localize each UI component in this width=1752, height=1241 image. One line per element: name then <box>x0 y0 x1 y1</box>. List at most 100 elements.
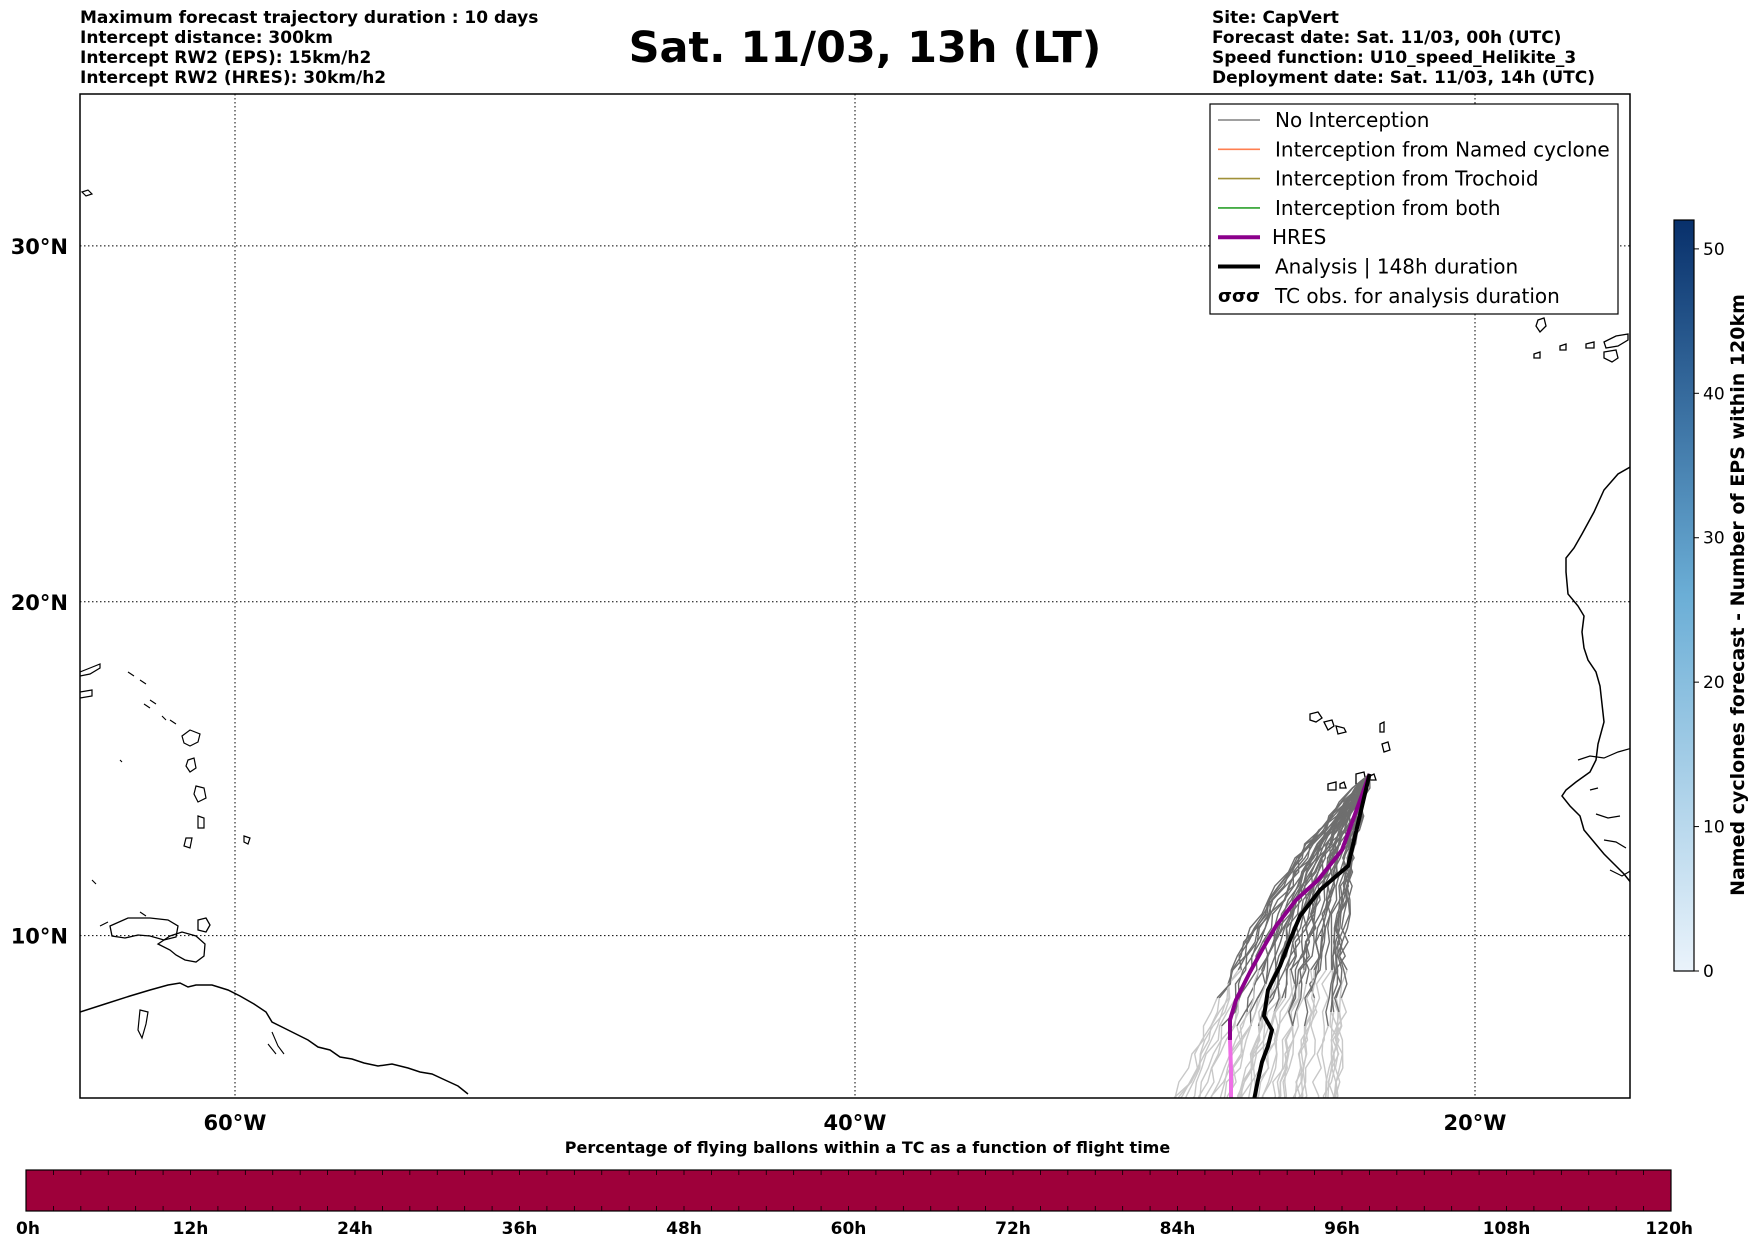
timebar-tick-label: 72h <box>995 1219 1031 1239</box>
lon-tick-label: 20°W <box>1444 1111 1507 1135</box>
eps-trajectory-late <box>1261 969 1294 1098</box>
canary-island-palma <box>1535 317 1547 334</box>
cape-verde-fogo <box>1327 781 1337 791</box>
eps-trajectory <box>1258 773 1371 971</box>
eps-trajectory-late <box>1197 1025 1223 1098</box>
dominica-island <box>185 757 197 773</box>
hres-trajectory <box>1228 773 1372 1040</box>
eps-trajectory <box>1310 773 1371 971</box>
eps-trajectory-late <box>1300 969 1327 1098</box>
legend-label: Interception from both <box>1275 196 1501 220</box>
timebar-tick-label: 108h <box>1483 1219 1531 1239</box>
timebar-tick-label: 60h <box>831 1219 867 1239</box>
info-line-rw2-hres: Intercept RW2 (HRES): 30km/h2 <box>80 68 387 88</box>
legend-label: TC obs. for analysis duration <box>1274 284 1560 308</box>
map-axis-labels: 30°N 20°N 10°N 60°W 40°W 20°W <box>11 235 1507 1135</box>
legend-label: No Interception <box>1275 108 1429 132</box>
eps-trajectory-late <box>1173 997 1218 1098</box>
site-parameters: Site: CapVert Forecast date: Sat. 11/03,… <box>1212 8 1595 88</box>
timebar-title: Percentage of flying ballons within a TC… <box>564 1138 1171 1157</box>
guyana-coast-detail <box>267 1031 285 1055</box>
canary-island-hierro <box>1559 343 1567 351</box>
colorbar-tick-label: 10 <box>1703 818 1725 838</box>
eps-trajectory-late <box>1302 969 1318 1098</box>
eps-trajectory-late <box>1256 997 1283 1098</box>
legend-label: Interception from Named cyclone <box>1275 137 1610 161</box>
antigua-island <box>80 663 101 677</box>
eps-trajectory-late <box>1261 983 1296 1098</box>
lat-tick-label: 20°N <box>11 591 68 615</box>
grenadines-islands <box>137 1009 149 1040</box>
info-line-site: Site: CapVert <box>1212 8 1339 28</box>
timebar-tick-label: 36h <box>502 1219 538 1239</box>
eps-trajectory <box>1236 773 1371 1027</box>
eps-trajectory-late <box>1324 1011 1338 1098</box>
timebar-tick-label: 96h <box>1324 1219 1360 1239</box>
eps-trajectory-late <box>1236 983 1270 1098</box>
timebar-fill <box>25 1169 1672 1212</box>
page-title: Sat. 11/03, 13h (LT) <box>628 23 1102 73</box>
eps-trajectory-late <box>1192 997 1237 1098</box>
eps-trajectory-late <box>1210 1025 1242 1098</box>
timebar-tick-label: 0h <box>16 1219 40 1239</box>
senegal-coast-detail <box>1577 747 1630 877</box>
cape-verde-brava <box>1339 781 1347 789</box>
colorbar-tick-label: 40 <box>1703 384 1725 404</box>
analysis-trajectory <box>1252 773 1372 1098</box>
hres-trajectory-late <box>1228 1039 1233 1098</box>
info-line-forecast-date: Forecast date: Sat. 11/03, 00h (UTC) <box>1212 28 1562 48</box>
south-america-coast <box>80 982 469 1095</box>
timebar-tick-label: 24h <box>337 1219 373 1239</box>
trajectory-lines <box>1173 773 1372 1098</box>
legend-entry: No Interception <box>1218 108 1429 132</box>
venezuela-coast <box>156 931 206 963</box>
timebar-tick-label: 120h <box>1645 1219 1693 1239</box>
forecast-parameters: Maximum forecast trajectory duration : 1… <box>80 8 538 88</box>
eps-trajectory-late <box>1278 1025 1294 1098</box>
info-line-intercept-distance: Intercept distance: 300km <box>80 28 333 48</box>
flight-time-bar: 0h 12h 24h 36h 48h 60h 72h 84h 96h 108h 120h <box>16 1169 1693 1239</box>
eps-trajectory-late <box>1197 997 1240 1098</box>
cape-verde-santo-antao <box>1309 711 1323 723</box>
eps-trajectory-late <box>1334 997 1344 1098</box>
eps-trajectory <box>1331 773 1371 1013</box>
tobago-island <box>243 835 251 845</box>
cape-verde-sao-nicolau <box>1335 725 1347 735</box>
martinique-island <box>193 785 207 803</box>
info-line-speed-function: Speed function: U10_speed_Helikite_3 <box>1212 48 1577 68</box>
eps-trajectory-late <box>1226 1025 1252 1098</box>
eps-trajectory-late <box>1282 1025 1295 1098</box>
legend-label: HRES <box>1272 225 1326 249</box>
island-chain <box>91 671 177 927</box>
bermuda-island <box>80 189 94 197</box>
puerto-rico-coast <box>80 689 93 699</box>
map-gridlines <box>80 94 1630 1098</box>
legend-label: Interception from Trochoid <box>1275 167 1539 191</box>
eps-trajectory-late <box>1276 969 1305 1098</box>
canary-island-lanzarote <box>1585 341 1595 349</box>
eps-trajectory-late <box>1292 1026 1306 1098</box>
trinidad-island <box>197 917 211 933</box>
legend: No Interception Interception from Named c… <box>1209 103 1619 315</box>
info-line-rw2-eps: Intercept RW2 (EPS): 15km/h2 <box>80 48 372 68</box>
lon-tick-label: 40°W <box>824 1111 887 1135</box>
colorbar-label: Named cyclones forecast - Number of EPS … <box>1727 294 1749 896</box>
eps-trajectory-late <box>1321 1025 1329 1098</box>
colorbar-tick-label: 30 <box>1703 529 1725 549</box>
colorbar-tick-label: 0 <box>1703 962 1714 982</box>
legend-entry: Interception from both <box>1218 196 1501 220</box>
lat-tick-label: 10°N <box>11 925 68 949</box>
cape-verde-sao-vicente <box>1323 719 1335 731</box>
legend-entry: Interception from Trochoid <box>1218 167 1539 191</box>
legend-entry: σσσ TC obs. for analysis duration <box>1218 284 1560 308</box>
st-lucia-island <box>197 815 205 829</box>
cape-verde-sal <box>1379 720 1385 733</box>
guadeloupe-island <box>181 729 201 747</box>
canary-island-gran <box>1603 333 1629 349</box>
eps-trajectory-late <box>1327 1011 1335 1098</box>
eps-trajectory-late <box>1311 969 1333 1098</box>
west-africa-coast <box>1561 466 1630 883</box>
eps-trajectory <box>1234 773 1371 999</box>
eps-trajectory <box>1268 773 1371 985</box>
